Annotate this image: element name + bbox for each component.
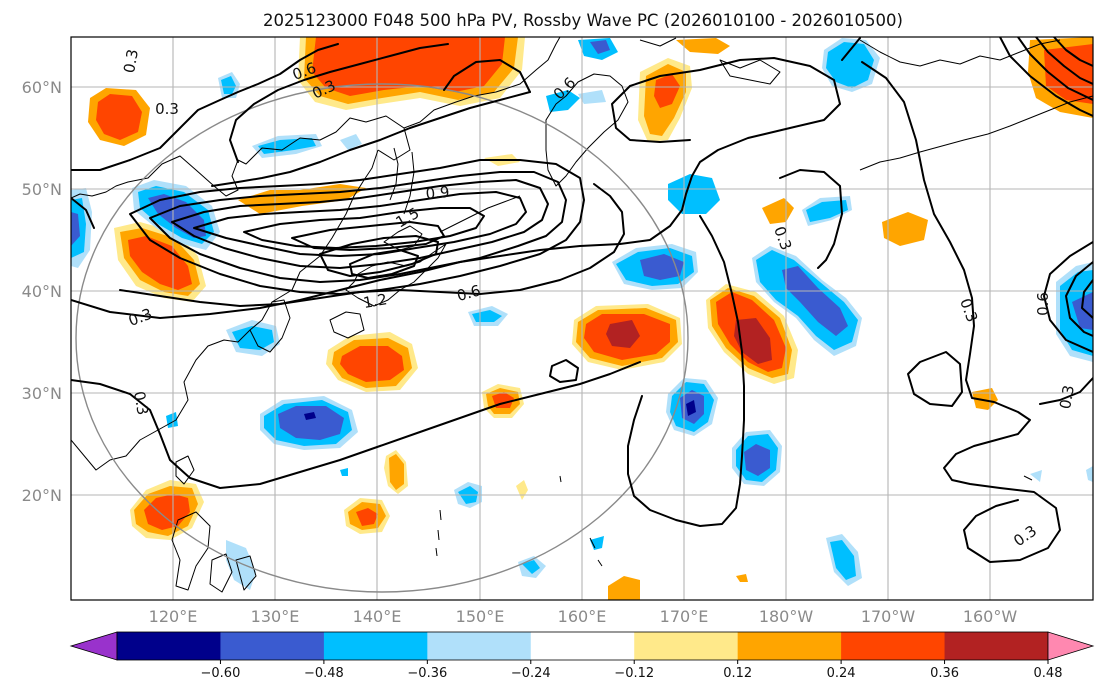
contour-label: 1.2 [362, 290, 389, 312]
colorbar-label: −0.48 [304, 666, 344, 681]
colorbar: −0.60 −0.48 −0.36 −0.24 −0.12 0.12 0.24 0.36 0.4… [69, 631, 1095, 681]
pv-contours [71, 37, 1093, 563]
colorbar-cell [737, 632, 842, 660]
colorbar-cell [323, 632, 428, 660]
lon-label: 150°E [456, 607, 505, 626]
map-content: 0.3 0.6 0.3 0.6 0.9 1.5 1.2 0.6 0.3 0.3 … [71, 37, 1093, 600]
lon-label: 170°W [861, 607, 916, 626]
colorbar-label: −0.12 [614, 666, 654, 681]
colorbar-label: −0.24 [511, 666, 551, 681]
lon-label: 160°W [963, 607, 1018, 626]
longitude-labels: 120°E 130°E 140°E 150°E 160°E 170°E 180°… [149, 607, 1018, 626]
map-frame [70, 36, 1094, 601]
contour-label: 0.6 [1034, 292, 1052, 316]
colorbar-cells [116, 631, 1049, 661]
colorbar-label: −0.36 [407, 666, 447, 681]
lon-label: 130°E [251, 607, 300, 626]
contour-label: 0.3 [155, 100, 179, 118]
colorbar-extend-high [1047, 631, 1095, 661]
colorbar-label: 0.36 [930, 666, 959, 681]
colorbar-cell [117, 632, 221, 660]
lat-label: 30°N [22, 384, 62, 403]
colorbar-cell [427, 632, 532, 660]
colorbar-label: 0.12 [723, 666, 752, 681]
lat-label: 50°N [22, 180, 62, 199]
lon-label: 170°E [660, 607, 709, 626]
contour-label: 0.3 [120, 48, 142, 75]
colorbar-cell [944, 632, 1049, 660]
coastlines [71, 37, 1093, 593]
lat-label: 60°N [22, 78, 62, 97]
analysis-circle [75, 83, 689, 593]
contour-label: 0.6 [455, 281, 483, 305]
lon-label: 180°W [759, 607, 814, 626]
colorbar-cell [530, 632, 635, 660]
lon-label: 160°E [558, 607, 607, 626]
colorbar-cell [634, 632, 739, 660]
colorbar-cell [220, 632, 325, 660]
lon-label: 120°E [149, 607, 198, 626]
chart-title: 2025123000 F048 500 hPa PV, Rossby Wave … [263, 11, 903, 30]
lat-label: 40°N [22, 282, 62, 301]
graticule [71, 37, 1093, 600]
colorbar-label: 0.48 [1034, 666, 1063, 681]
colorbar-cell [841, 632, 946, 660]
contour-label: 0.3 [130, 390, 152, 417]
lon-label: 140°E [353, 607, 402, 626]
pv-shading [71, 37, 1093, 600]
lat-label: 20°N [22, 486, 62, 505]
colorbar-extend-low [69, 631, 118, 661]
latitude-labels: 60°N 50°N 40°N 30°N 20°N [22, 78, 62, 505]
contour-label: 0.3 [1056, 384, 1078, 411]
negative-anomalies [71, 38, 1093, 590]
colorbar-labels: −0.60 −0.48 −0.36 −0.24 −0.12 0.12 0.24 0.36 0.4… [201, 660, 1063, 681]
contour-label: 0.9 [425, 183, 450, 203]
colorbar-label: −0.60 [201, 666, 241, 681]
colorbar-label: 0.24 [827, 666, 856, 681]
